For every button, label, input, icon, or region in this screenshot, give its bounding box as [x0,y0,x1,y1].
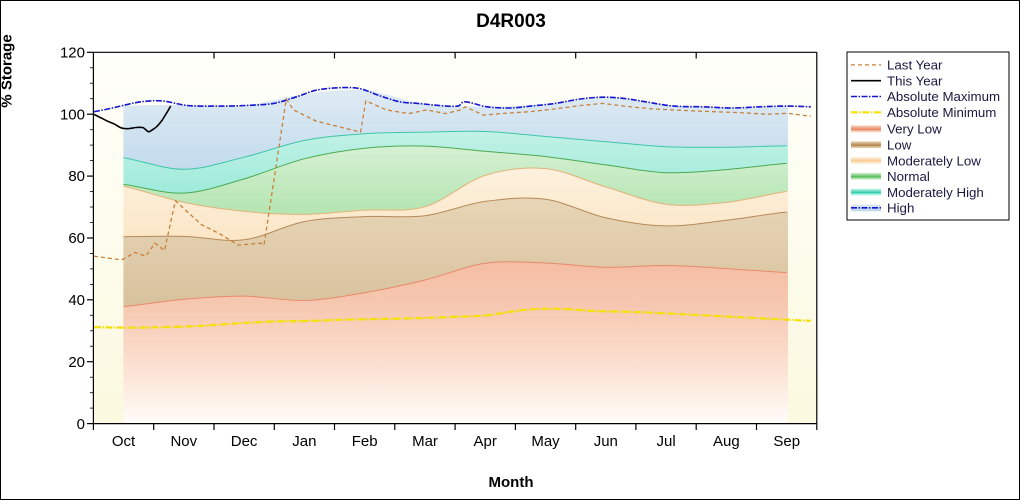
svg-text:Moderately Low: Moderately Low [887,153,981,168]
svg-text:80: 80 [68,168,85,185]
svg-text:Jan: Jan [292,433,316,450]
svg-text:Absolute Minimum: Absolute Minimum [887,105,996,120]
svg-text:Oct: Oct [112,433,136,450]
svg-text:20: 20 [68,354,85,371]
svg-text:Nov: Nov [170,433,197,450]
svg-text:Very Low: Very Low [887,122,942,137]
svg-text:Aug: Aug [713,433,740,450]
svg-text:Jun: Jun [594,433,618,450]
svg-text:Low: Low [887,138,912,153]
svg-text:Sep: Sep [773,433,800,450]
svg-text:100: 100 [60,107,85,124]
svg-text:40: 40 [68,292,85,309]
svg-text:Jul: Jul [657,433,676,450]
svg-text:Last Year: Last Year [887,58,943,73]
svg-text:Normal: Normal [887,169,930,184]
svg-text:May: May [531,433,560,450]
svg-text:Dec: Dec [231,433,258,450]
svg-text:Feb: Feb [352,433,378,450]
svg-text:High: High [887,201,914,216]
svg-text:Apr: Apr [474,433,497,450]
svg-text:0: 0 [77,416,85,433]
svg-text:Moderately High: Moderately High [887,185,984,200]
svg-text:Mar: Mar [412,433,438,450]
svg-text:60: 60 [68,230,85,247]
svg-text:120: 120 [60,45,85,62]
svg-text:Absolute Maximum: Absolute Maximum [887,89,1000,104]
svg-text:This Year: This Year [887,73,943,88]
